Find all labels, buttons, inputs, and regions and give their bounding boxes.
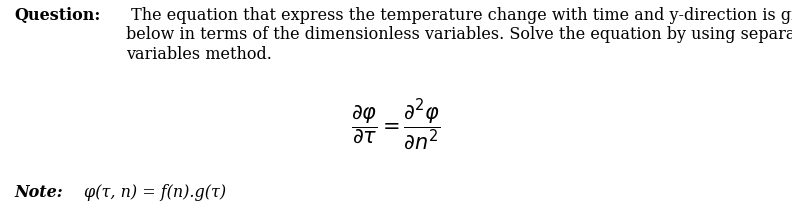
Text: φ(τ, n) = f(n).g(τ): φ(τ, n) = f(n).g(τ) xyxy=(84,184,227,201)
Text: $\dfrac{\partial\varphi}{\partial\tau} = \dfrac{\partial^2\varphi}{\partial n^2}: $\dfrac{\partial\varphi}{\partial\tau} =… xyxy=(351,97,441,152)
Text: Question:: Question: xyxy=(14,7,101,24)
Text: Note:: Note: xyxy=(14,184,68,201)
Text: The equation that express the temperature change with time and y-direction is gi: The equation that express the temperatur… xyxy=(126,7,792,63)
